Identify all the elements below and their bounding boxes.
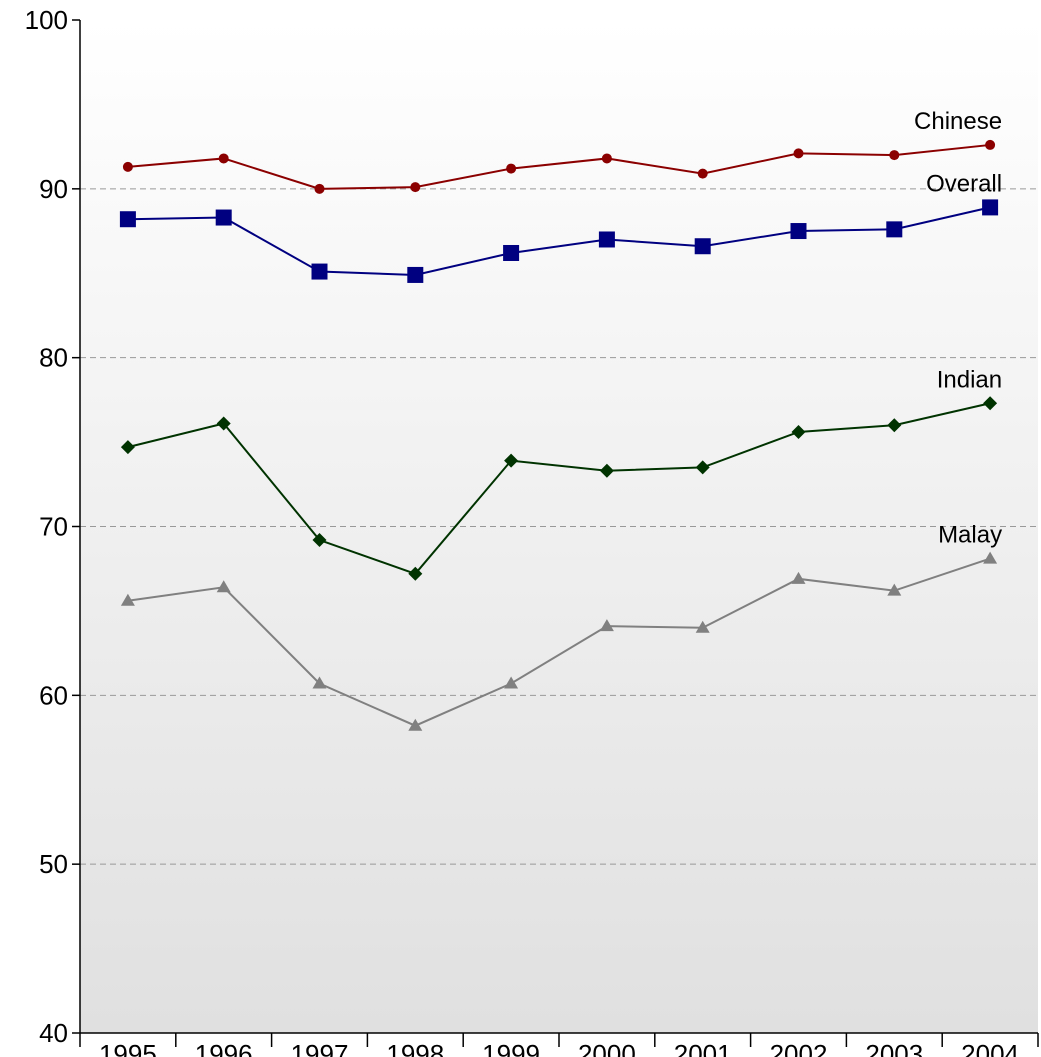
chinese-point: [793, 148, 804, 159]
series-group: [119, 139, 999, 731]
x-tick-label: 2002: [770, 1039, 828, 1057]
series-line-chinese: [127, 143, 991, 190]
y-tick-label: 80: [39, 343, 68, 373]
y-tick-label: 50: [39, 849, 68, 879]
chinese-point: [601, 153, 612, 164]
indian-point: [599, 463, 614, 478]
chinese-point: [218, 153, 229, 164]
malay-point: [599, 619, 614, 632]
x-tick-label: 2003: [865, 1039, 923, 1057]
x-tick-label: 1996: [195, 1039, 253, 1057]
overall-point: [407, 266, 424, 283]
indian-point: [791, 424, 806, 439]
x-tick-label: 1997: [291, 1039, 349, 1057]
series-line-overall: [127, 206, 991, 276]
malay-point: [408, 718, 423, 731]
indian-point: [887, 418, 902, 433]
x-axis-ticks: 1995 1996 1997 1998 1999 2000 2001 2002 2003 2004: [99, 1039, 1019, 1057]
overall-point: [598, 231, 615, 248]
overall-point: [215, 209, 232, 226]
malay-point: [312, 676, 327, 689]
series-label-chinese: Chinese: [914, 108, 1002, 135]
indian-point: [695, 460, 710, 475]
chinese-point: [697, 168, 708, 179]
axes: [72, 19, 1039, 1047]
indian-point: [120, 440, 135, 455]
y-axis-ticks: 40 50 60 70 80 90 100: [25, 5, 68, 1048]
series-label-overall: Overall: [926, 170, 1002, 197]
series-labels: Chinese Overall Indian Malay: [914, 108, 1002, 549]
y-tick-label: 70: [39, 512, 68, 542]
malay-point: [216, 580, 231, 593]
malay-point: [504, 676, 519, 689]
series-line-malay: [127, 557, 991, 727]
malay-point: [887, 583, 902, 596]
series-label-indian: Indian: [937, 366, 1002, 393]
chinese-point: [410, 182, 421, 193]
x-tick-label: 2000: [578, 1039, 636, 1057]
overall-point: [982, 199, 999, 216]
overall-point: [886, 221, 903, 238]
x-tick-label: 2001: [674, 1039, 732, 1057]
overall-point: [311, 263, 328, 280]
series-label-malay: Malay: [938, 522, 1002, 549]
overall-point: [694, 238, 711, 255]
overall-point: [119, 211, 136, 228]
x-tick-label: 1998: [386, 1039, 444, 1057]
chinese-point: [985, 139, 996, 150]
x-tick-label: 2004: [961, 1039, 1019, 1057]
indian-point: [983, 396, 998, 411]
overall-point: [790, 223, 807, 240]
malay-point: [695, 620, 710, 633]
malay-point: [983, 551, 998, 564]
indian-point: [504, 453, 519, 468]
chinese-point: [314, 183, 325, 194]
y-tick-label: 90: [39, 174, 68, 204]
indian-point: [216, 416, 231, 431]
chinese-point: [122, 161, 133, 172]
indian-point: [312, 533, 327, 548]
indian-point: [408, 566, 423, 581]
x-tick-label: 1999: [482, 1039, 540, 1057]
malay-point: [120, 593, 135, 606]
y-tick-label: 100: [25, 5, 68, 35]
series-line-indian: [127, 402, 991, 575]
x-tick-label: 1995: [99, 1039, 157, 1057]
chinese-point: [506, 163, 517, 174]
plot-area: [80, 20, 1038, 1033]
overall-point: [503, 244, 520, 261]
malay-point: [791, 571, 806, 584]
chinese-point: [889, 150, 900, 161]
y-tick-label: 60: [39, 680, 68, 710]
y-tick-label: 40: [39, 1018, 68, 1048]
